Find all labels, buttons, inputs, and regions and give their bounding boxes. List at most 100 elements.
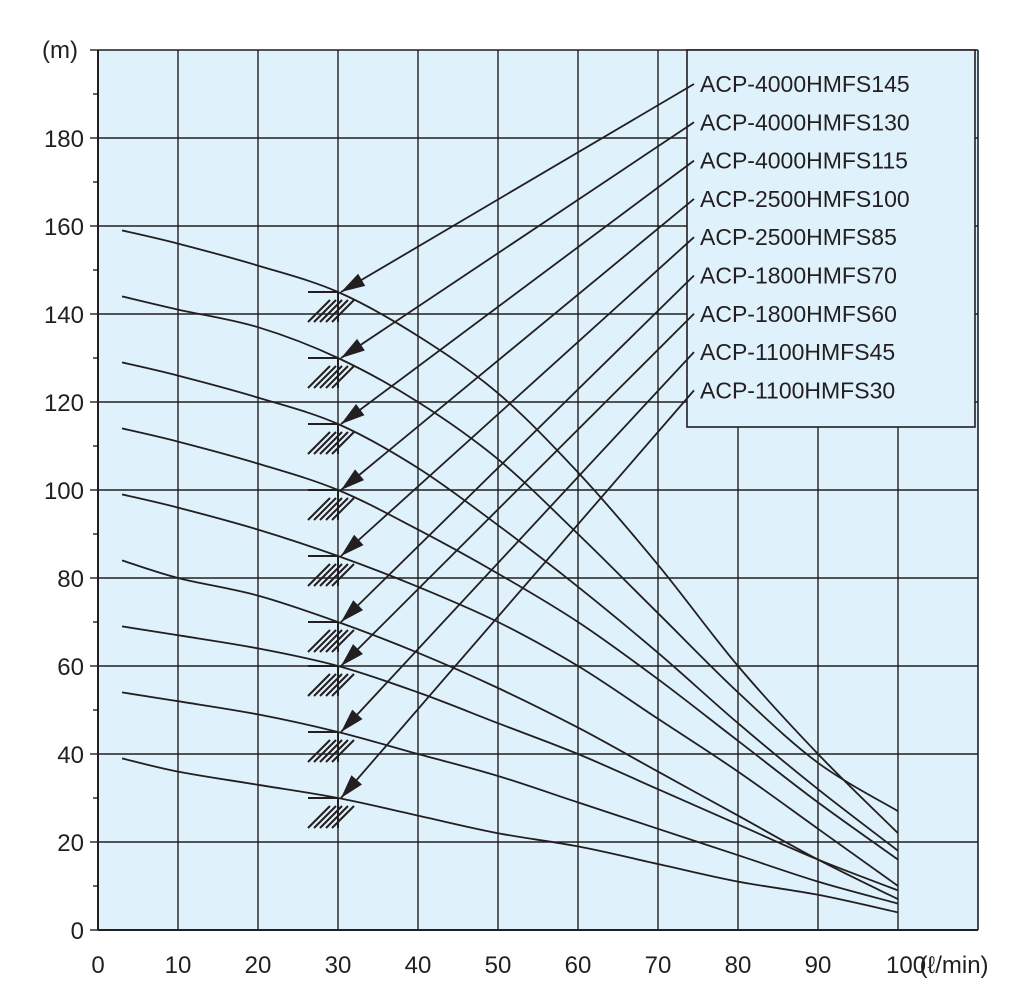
- hatch-stroke: [319, 629, 343, 653]
- legend-arrow-head-1: [341, 273, 366, 292]
- legend-arrow-head-7: [341, 644, 363, 666]
- hatch-stroke: [307, 365, 331, 389]
- rated-point-hatch: [307, 357, 355, 389]
- hatch-stroke: [331, 497, 355, 521]
- hatch-stroke: [319, 365, 343, 389]
- hatch-stroke: [313, 673, 337, 697]
- y-tick-label-120: 120: [44, 390, 84, 417]
- hatch-stroke: [331, 739, 355, 763]
- hatch-stroke: [307, 431, 331, 455]
- hatch-stroke: [331, 365, 355, 389]
- y-tick-label-160: 160: [44, 214, 84, 241]
- rated-point-hatch: [307, 489, 355, 521]
- legend-arrow-head-3: [341, 404, 365, 424]
- y-axis-minor-ticks: [90, 49, 98, 931]
- hatch-stroke: [313, 299, 337, 323]
- x-tick-label-20: 20: [245, 952, 272, 979]
- legend-arrow-line-1: [340, 83, 695, 293]
- legend-label-4: ACP-2500HMFS100: [700, 186, 910, 212]
- y-tick-label-80: 80: [57, 566, 84, 593]
- legend-arrow-line-9: [340, 389, 695, 799]
- hatch-stroke: [319, 673, 343, 697]
- legend-arrow-line-3: [340, 159, 695, 425]
- hatch-stroke: [331, 431, 355, 455]
- x-axis-unit-label: (ℓ/min): [919, 952, 988, 979]
- x-tick-label-80: 80: [725, 952, 752, 979]
- hatch-stroke: [313, 365, 337, 389]
- y-tick-label-40: 40: [57, 742, 84, 769]
- hatch-stroke: [313, 563, 337, 587]
- legend-arrow-head-2: [341, 338, 365, 358]
- x-tick-label-50: 50: [485, 952, 512, 979]
- legend-arrow-line-2: [340, 121, 695, 359]
- series-line-1: [121, 229, 899, 834]
- x-tick-label-100: 100: [886, 952, 926, 979]
- x-axis-tick-labels: 0 10 20 30 40 50 60 70 80 90 100: [91, 952, 926, 979]
- hatch-stroke: [325, 365, 349, 389]
- rated-point-hatch: [307, 731, 355, 763]
- hatch-stroke: [313, 431, 337, 455]
- hatch-stroke: [325, 563, 349, 587]
- rated-point-hatch: [307, 665, 355, 697]
- series-line-8: [121, 691, 899, 905]
- hatch-stroke: [319, 805, 343, 829]
- x-tick-label-60: 60: [565, 952, 592, 979]
- x-tick-label-0: 0: [91, 952, 104, 979]
- hatch-stroke: [319, 497, 343, 521]
- hatch-stroke: [319, 299, 343, 323]
- y-tick-label-60: 60: [57, 654, 84, 681]
- hatch-stroke: [307, 629, 331, 653]
- y-tick-label-0: 0: [71, 918, 84, 945]
- legend-arrow-line-7: [340, 313, 695, 667]
- hatch-stroke: [325, 739, 349, 763]
- legend-label-1: ACP-4000HMFS145: [700, 71, 910, 97]
- rated-point-hatch: [307, 423, 355, 455]
- legend-arrow-line-4: [340, 198, 695, 491]
- y-tick-label-180: 180: [44, 126, 84, 153]
- x-tick-label-90: 90: [805, 952, 832, 979]
- legend-arrow-line-5: [340, 236, 695, 557]
- hatch-stroke: [307, 673, 331, 697]
- y-tick-label-140: 140: [44, 302, 84, 329]
- x-tick-label-40: 40: [405, 952, 432, 979]
- series-line-2: [121, 295, 899, 812]
- hatch-stroke: [313, 805, 337, 829]
- legend-label-6: ACP-1800HMFS70: [700, 263, 897, 289]
- x-tick-label-10: 10: [165, 952, 192, 979]
- series-line-3: [121, 361, 899, 852]
- legend-label-3: ACP-4000HMFS115: [700, 148, 908, 174]
- hatch-stroke: [331, 673, 355, 697]
- hatch-stroke: [331, 629, 355, 653]
- hatch-stroke: [319, 563, 343, 587]
- y-axis-tick-labels: 0 20 40 60 80 100 120 140 160 180: [44, 126, 84, 945]
- hatch-stroke: [313, 739, 337, 763]
- y-tick-label-100: 100: [44, 478, 84, 505]
- series-line-7: [121, 625, 899, 892]
- hatch-stroke: [307, 739, 331, 763]
- legend-arrow-head-9: [341, 775, 363, 798]
- legend-label-5: ACP-2500HMFS85: [700, 224, 897, 250]
- hatch-stroke: [313, 497, 337, 521]
- hatch-stroke: [325, 497, 349, 521]
- hatch-stroke: [307, 805, 331, 829]
- hatch-stroke: [307, 497, 331, 521]
- series-line-6: [121, 559, 899, 901]
- x-tick-label-70: 70: [645, 952, 672, 979]
- legend-arrow-line-6: [340, 274, 695, 623]
- series-line-5: [121, 493, 899, 887]
- rated-point-hatch: [307, 291, 355, 323]
- hatch-stroke: [325, 805, 349, 829]
- series-line-9: [121, 757, 899, 914]
- hatch-stroke: [313, 629, 337, 653]
- legend-arrow-head-6: [341, 600, 364, 622]
- legend-arrow-head-8: [341, 709, 363, 732]
- rated-point-hatch: [307, 621, 355, 653]
- hatch-stroke: [319, 739, 343, 763]
- hatch-stroke: [307, 563, 331, 587]
- hatch-stroke: [325, 629, 349, 653]
- hatch-stroke: [331, 805, 355, 829]
- legend-label-2: ACP-4000HMFS130: [700, 109, 910, 135]
- hatch-stroke: [325, 299, 349, 323]
- x-tick-label-30: 30: [325, 952, 352, 979]
- legend-arrows: [340, 83, 695, 799]
